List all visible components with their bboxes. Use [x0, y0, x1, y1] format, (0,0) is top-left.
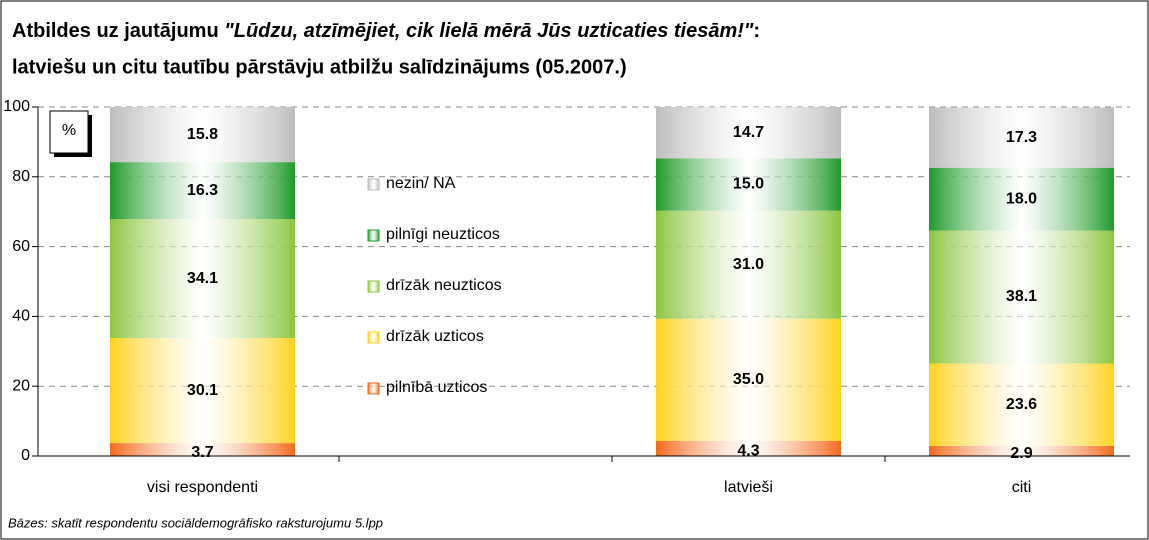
title-quote: "Lūdzu, atzīmējiet, cik lielā mērā Jūs u… — [224, 20, 754, 42]
bar-segment — [110, 338, 295, 444]
legend-swatch — [367, 382, 380, 395]
bar-segment — [110, 219, 295, 339]
value-label: 30.1 — [187, 382, 218, 399]
value-label: 4.3 — [737, 443, 759, 460]
value-label: 35.0 — [733, 371, 764, 388]
bar-segment — [656, 318, 841, 441]
unit-box — [49, 110, 89, 154]
bar-segment — [656, 158, 841, 211]
y-tick-label: 0 — [21, 447, 30, 464]
value-label: 34.1 — [187, 270, 218, 287]
value-label: 16.3 — [187, 182, 218, 199]
bar-segment — [929, 230, 1114, 364]
footnote: Bāzes: skatīt respondentu sociāldemogrāf… — [8, 515, 383, 530]
legend-swatch — [367, 229, 380, 242]
x-tick-label: latvieši — [724, 479, 773, 496]
y-tick-label: 100 — [3, 98, 30, 115]
legend-label: pilnīgi neuzticos — [386, 226, 500, 243]
chart-subtitle: latviešu un citu tautību pārstāvju atbil… — [12, 56, 627, 78]
legend-label: pilnībā uzticos — [386, 379, 487, 396]
legend-swatch — [367, 178, 380, 191]
bar-segment — [656, 210, 841, 319]
bar-segment — [110, 162, 295, 220]
x-tick-label: visi respondenti — [147, 479, 258, 496]
legend-label: nezin/ NA — [386, 175, 456, 192]
value-label: 18.0 — [1006, 190, 1037, 207]
bar-segment — [929, 445, 1114, 456]
y-tick-label: 40 — [12, 308, 30, 325]
value-label: 15.8 — [187, 126, 218, 143]
value-label: 31.0 — [733, 256, 764, 273]
bar-segment — [929, 167, 1114, 231]
legend-swatch — [367, 280, 380, 293]
y-tick-label: 60 — [12, 238, 30, 255]
value-label: 14.7 — [733, 124, 764, 141]
bar-segment — [656, 440, 841, 456]
value-label: 38.1 — [1006, 288, 1037, 305]
legend-label: drīzāk neuzticos — [386, 277, 502, 294]
legend-label: drīzāk uzticos — [386, 328, 484, 345]
legend-swatch — [367, 331, 380, 344]
y-tick-label: 80 — [12, 168, 30, 185]
value-label: 3.7 — [191, 444, 213, 461]
value-label: 2.9 — [1010, 445, 1032, 462]
bar-segment — [929, 363, 1114, 446]
value-label: 23.6 — [1006, 396, 1037, 413]
bar-segment — [656, 107, 841, 159]
bar-segment — [110, 443, 295, 456]
bar-segment — [929, 107, 1114, 168]
title-part: : — [753, 20, 760, 42]
title-part: Atbildes uz jautājumu — [12, 20, 224, 42]
y-tick-label: 20 — [12, 377, 30, 394]
value-label: 15.0 — [733, 176, 764, 193]
unit-label: % — [62, 122, 76, 139]
chart-title: Atbildes uz jautājumu "Lūdzu, atzīmējiet… — [12, 20, 760, 42]
bar-segment — [110, 107, 295, 163]
value-label: 17.3 — [1006, 129, 1037, 146]
x-tick-label: citi — [1012, 479, 1032, 496]
